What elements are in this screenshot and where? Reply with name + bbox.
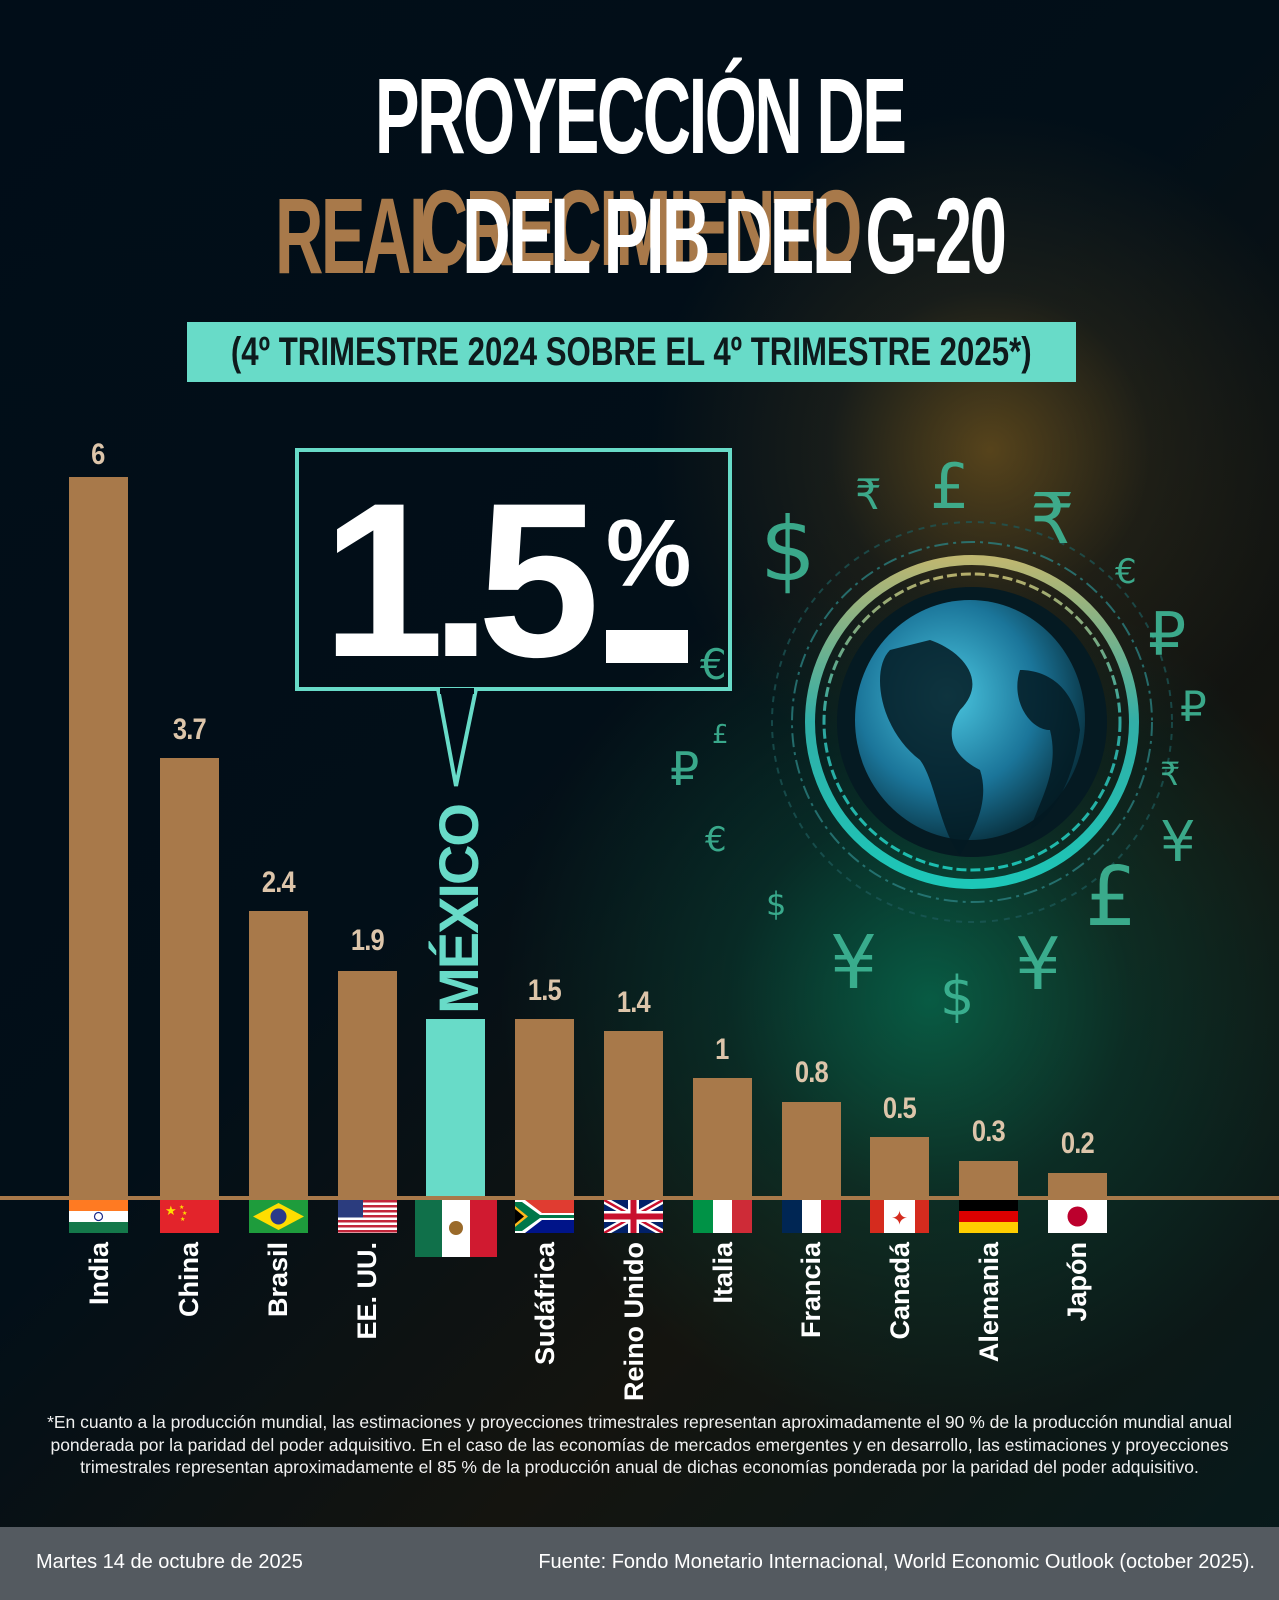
bar-usa <box>338 971 397 1196</box>
footer-date: Martes 14 de octubre de 2025 <box>36 1551 303 1573</box>
flag-japan-icon <box>1048 1200 1107 1233</box>
flag-india-icon <box>69 1200 128 1233</box>
label-canada: Canadá <box>885 1242 915 1340</box>
flag-uk-icon <box>604 1200 663 1233</box>
value-label-usa: 1.9 <box>350 924 385 957</box>
ruble-icon: ₽ <box>1148 600 1187 670</box>
rupee-icon: ₹ <box>1160 755 1181 793</box>
bar-francia <box>782 1102 841 1196</box>
title-white-1: PROYECCIÓN DE <box>374 55 907 176</box>
footnote: *En cuanto a la producción mundial, las … <box>47 1412 1232 1477</box>
title-line-2: REAL DEL PIB DEL G-20 <box>243 180 1036 292</box>
label-usa: EE. UU. <box>352 1242 382 1340</box>
flag-brazil-icon <box>249 1200 308 1233</box>
value-label-china: 3.7 <box>172 713 207 746</box>
pound-icon: £ <box>930 450 970 523</box>
callout-value: 1.5 <box>322 457 600 703</box>
bar-india <box>69 477 128 1196</box>
flag-france-icon <box>782 1200 841 1233</box>
svg-text:✦: ✦ <box>891 1206 908 1230</box>
globe-icon <box>771 521 1173 923</box>
yen-icon: ¥ <box>1015 922 1061 1006</box>
flag-italy-icon <box>693 1200 752 1233</box>
value-label-italia: 1 <box>715 1033 729 1066</box>
value-label-francia: 0.8 <box>794 1056 829 1089</box>
callout-percent: % <box>606 500 692 607</box>
title-line-1: PROYECCIÓN DE CRECIMIENTO <box>243 60 1036 284</box>
bar-china <box>160 758 219 1196</box>
flag-usa-icon <box>338 1200 397 1233</box>
dollar-icon: $ <box>940 965 975 1028</box>
svg-text:★: ★ <box>165 1204 177 1219</box>
svg-text:★: ★ <box>180 1216 185 1223</box>
label-italia: Italia <box>708 1242 738 1304</box>
subtitle-banner: (4º TRIMESTRE 2024 SOBRE EL 4º TRIMESTRE… <box>187 322 1076 382</box>
label-china: China <box>174 1242 204 1318</box>
callout-percent-underline <box>606 630 688 663</box>
flag-china-icon: ★ ★ ★ ★ <box>160 1200 219 1233</box>
rupee-icon: ₹ <box>1030 478 1075 560</box>
globe-illustration: $ ₹ £ ₹ € ₽ ₽ ₹ ¥ £ € £ ₽ € $ ¥ $ ¥ <box>670 450 1270 1040</box>
value-label-alemania: 0.3 <box>971 1115 1006 1148</box>
euro-icon: € <box>705 820 727 860</box>
footer-source: Fuente: Fondo Monetario Internacional, W… <box>538 1551 1255 1573</box>
flag-canada-icon: ✦ <box>870 1200 929 1233</box>
flag-mexico-icon <box>415 1200 497 1257</box>
bar-italia <box>693 1078 752 1196</box>
rupee-icon: ₹ <box>855 470 882 519</box>
euro-icon: € <box>1115 552 1137 592</box>
value-label-reino-unido: 1.4 <box>616 986 651 1019</box>
title-accent-1: CRECIMIENTO <box>419 167 863 288</box>
pound-icon: £ <box>712 720 729 750</box>
subtitle-text: (4º TRIMESTRE 2024 SOBRE EL 4º TRIMESTRE… <box>231 329 1032 374</box>
euro-icon: € <box>700 640 727 689</box>
dollar-icon: $ <box>760 498 816 601</box>
title-white-2: DEL PIB DEL G-20 <box>462 175 1007 296</box>
label-alemania: Alemania <box>974 1242 1004 1363</box>
bar-brasil <box>249 911 308 1196</box>
pound-icon: £ <box>1085 850 1138 945</box>
yen-icon: ¥ <box>830 920 878 1006</box>
label-india: India <box>84 1242 114 1306</box>
footer: Martes 14 de octubre de 2025 Fuente: Fon… <box>0 1527 1279 1600</box>
mexico-callout <box>295 448 732 691</box>
bar-mexico <box>426 1019 485 1196</box>
value-label-brasil: 2.4 <box>261 866 296 899</box>
yen-icon: ¥ <box>1160 810 1196 875</box>
bar-reino-unido <box>604 1031 663 1196</box>
dollar-icon: $ <box>766 885 787 923</box>
x-axis-line <box>0 1196 1279 1200</box>
bar-japon <box>1048 1173 1107 1196</box>
bar-sudafrica <box>515 1019 574 1196</box>
label-brasil: Brasil <box>263 1242 293 1318</box>
flag-germany-icon <box>959 1200 1018 1233</box>
mexico-label: MÉXICO <box>427 805 490 1014</box>
svg-text:★: ★ <box>182 1210 187 1217</box>
bar-alemania <box>959 1161 1018 1196</box>
label-japon: Japón <box>1062 1242 1092 1322</box>
value-label-canada: 0.5 <box>882 1092 917 1125</box>
title-accent-2: REAL <box>275 175 449 296</box>
label-francia: Francia <box>796 1242 826 1339</box>
value-label-japon: 0.2 <box>1060 1127 1095 1160</box>
ruble-icon: ₽ <box>670 742 700 796</box>
value-label-sudafrica: 1.5 <box>527 974 562 1007</box>
flag-south-africa-icon <box>515 1200 574 1233</box>
ruble-icon: ₽ <box>1180 682 1207 731</box>
svg-text:★: ★ <box>179 1204 184 1211</box>
label-reino-unido: Reino Unido <box>619 1242 649 1401</box>
bar-canada <box>870 1137 929 1196</box>
value-label-india: 6 <box>91 438 105 471</box>
label-sudafrica: Sudáfrica <box>530 1242 560 1366</box>
